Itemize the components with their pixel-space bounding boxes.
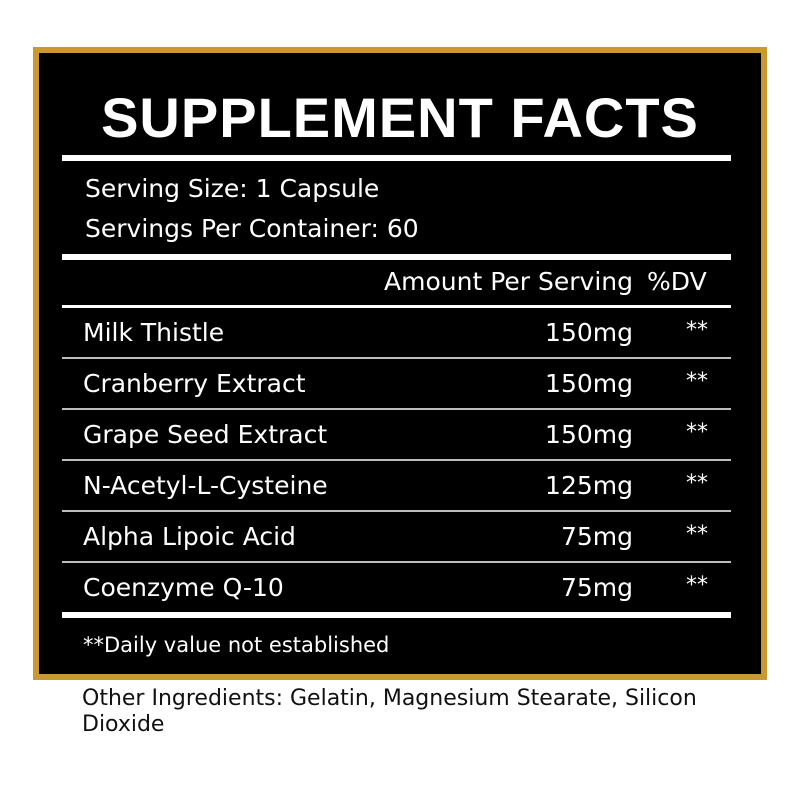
row-divider bbox=[62, 510, 731, 512]
nutrient-dv: ** bbox=[686, 471, 708, 496]
nutrient-dv: ** bbox=[686, 573, 708, 598]
divider bbox=[62, 305, 731, 308]
divider bbox=[62, 612, 731, 618]
amount-header: Amount Per Serving bbox=[384, 267, 633, 296]
nutrient-dv: ** bbox=[686, 318, 708, 343]
footnote: **Daily value not established bbox=[83, 633, 390, 657]
nutrient-name: Alpha Lipoic Acid bbox=[83, 522, 296, 551]
nutrient-name: Milk Thistle bbox=[83, 318, 225, 347]
row-divider bbox=[62, 459, 731, 461]
row-divider bbox=[62, 408, 731, 410]
nutrient-row: Grape Seed Extract 150mg ** bbox=[39, 410, 761, 461]
nutrient-amount: 75mg bbox=[560, 573, 633, 602]
panel-title: SUPPLEMENT FACTS bbox=[101, 86, 699, 149]
nutrient-amount: 75mg bbox=[560, 522, 633, 551]
nutrient-name: N-Acetyl-L-Cysteine bbox=[83, 471, 328, 500]
nutrient-name: Coenzyme Q-10 bbox=[83, 573, 284, 602]
divider bbox=[62, 254, 731, 260]
nutrient-name: Grape Seed Extract bbox=[83, 420, 328, 449]
row-divider bbox=[62, 561, 731, 563]
nutrient-amount: 125mg bbox=[545, 471, 633, 500]
nutrient-row: N-Acetyl-L-Cysteine 125mg ** bbox=[39, 461, 761, 512]
nutrient-amount: 150mg bbox=[545, 318, 633, 347]
nutrient-amount: 150mg bbox=[545, 420, 633, 449]
servings-per-container: Servings Per Container: 60 bbox=[85, 214, 419, 243]
nutrient-row: Cranberry Extract 150mg ** bbox=[39, 359, 761, 410]
row-divider bbox=[62, 357, 731, 359]
dv-header: %DV bbox=[647, 267, 707, 296]
nutrient-dv: ** bbox=[686, 522, 708, 547]
divider bbox=[62, 155, 731, 161]
nutrient-name: Cranberry Extract bbox=[83, 369, 306, 398]
nutrient-dv: ** bbox=[686, 420, 708, 445]
nutrient-row: Milk Thistle 150mg ** bbox=[39, 308, 761, 359]
nutrient-amount: 150mg bbox=[545, 369, 633, 398]
nutrient-row: Alpha Lipoic Acid 75mg ** bbox=[39, 512, 761, 563]
other-ingredients: Other Ingredients: Gelatin, Magnesium St… bbox=[82, 686, 697, 737]
nutrient-row: Coenzyme Q-10 75mg ** bbox=[39, 563, 761, 614]
serving-size: Serving Size: 1 Capsule bbox=[85, 174, 380, 203]
supplement-facts-panel: SUPPLEMENT FACTS Serving Size: 1 Capsule… bbox=[33, 47, 767, 680]
nutrient-dv: ** bbox=[686, 369, 708, 394]
